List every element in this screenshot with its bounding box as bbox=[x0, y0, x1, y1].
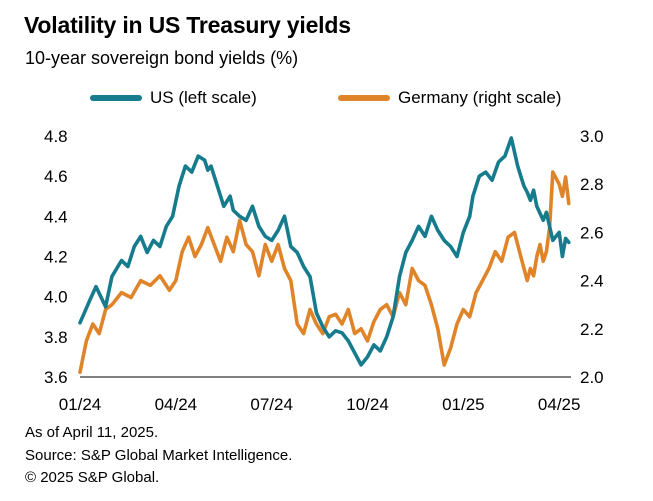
x-tick-label: 01/24 bbox=[59, 395, 102, 414]
footnote-copyright: © 2025 S&P Global. bbox=[25, 469, 160, 486]
y-right-tick-label: 2.0 bbox=[580, 368, 604, 387]
y-left-tick-label: 3.6 bbox=[44, 368, 68, 387]
chart-subtitle: 10-year sovereign bond yields (%) bbox=[25, 48, 299, 68]
x-tick-label: 10/24 bbox=[346, 395, 389, 414]
y-left-tick-label: 4.0 bbox=[44, 288, 68, 307]
footnote-date: As of April 11, 2025. bbox=[25, 424, 159, 441]
x-tick-label: 07/24 bbox=[250, 395, 293, 414]
legend-label-germany: Germany (right scale) bbox=[398, 88, 562, 107]
y-right-tick-label: 2.2 bbox=[580, 320, 604, 339]
series-line-us bbox=[78, 136, 571, 367]
y-left-tick-label: 4.2 bbox=[44, 248, 68, 267]
x-ticks: 01/24 04/24 07/24 10/24 01/25 04/25 bbox=[59, 395, 581, 414]
y-left-tick-label: 4.6 bbox=[44, 167, 68, 186]
x-tick-label: 04/24 bbox=[155, 395, 198, 414]
legend-item-us: US (left scale) bbox=[90, 88, 257, 108]
series-group bbox=[78, 136, 571, 375]
y-left-ticks: 3.6 3.8 4.0 4.2 4.4 4.6 4.8 bbox=[44, 127, 68, 387]
y-left-tick-label: 4.8 bbox=[44, 127, 68, 146]
chart-title: Volatility in US Treasury yields bbox=[24, 12, 351, 38]
legend-item-germany: Germany (right scale) bbox=[338, 88, 561, 108]
footnote-source: Source: S&P Global Market Intelligence. bbox=[25, 447, 293, 464]
y-right-tick-label: 3.0 bbox=[580, 127, 604, 146]
series-line-germany bbox=[78, 170, 571, 375]
x-tick-label: 04/25 bbox=[538, 395, 581, 414]
y-left-tick-label: 4.4 bbox=[44, 207, 68, 226]
legend-swatch-germany bbox=[338, 95, 390, 101]
legend: US (left scale) Germany (right scale) bbox=[0, 88, 653, 114]
y-right-ticks: 2.0 2.2 2.4 2.6 2.8 3.0 bbox=[580, 127, 604, 387]
legend-label-us: US (left scale) bbox=[150, 88, 257, 107]
y-right-tick-label: 2.4 bbox=[580, 272, 604, 291]
y-right-tick-label: 2.8 bbox=[580, 175, 604, 194]
y-right-tick-label: 2.6 bbox=[580, 223, 604, 242]
x-tick-label: 01/25 bbox=[442, 395, 485, 414]
y-left-tick-label: 3.8 bbox=[44, 328, 68, 347]
legend-swatch-us bbox=[90, 95, 142, 101]
